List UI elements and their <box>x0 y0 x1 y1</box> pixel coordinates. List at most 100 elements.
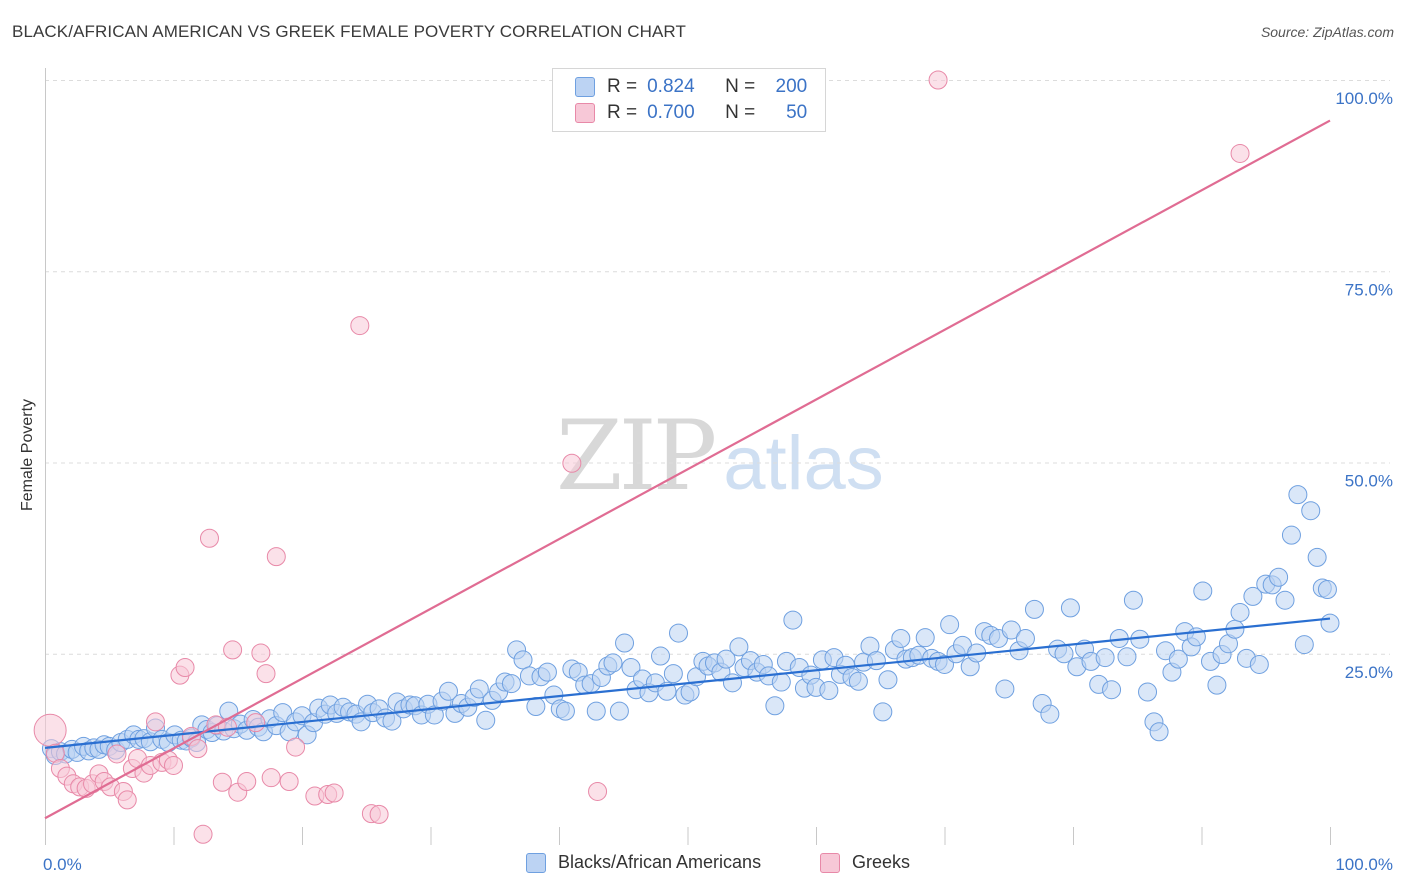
point-greeks <box>1230 143 1250 163</box>
legend-n-label: N = <box>725 102 756 123</box>
point-greeks <box>175 658 195 678</box>
point-blacks <box>537 662 557 682</box>
point-blacks <box>1317 579 1337 599</box>
point-greeks <box>199 528 219 548</box>
series-blacks <box>41 485 1340 765</box>
legend-n-label: N = <box>725 76 756 97</box>
point-greeks <box>217 717 237 737</box>
point-blacks <box>729 637 749 657</box>
point-blacks <box>866 651 886 671</box>
point-greeks <box>286 737 306 757</box>
point-blacks <box>765 696 785 716</box>
point-blacks <box>1138 682 1158 702</box>
point-greeks <box>279 772 299 792</box>
point-blacks <box>873 702 893 722</box>
point-blacks <box>1168 649 1188 669</box>
chart-title: BLACK/AFRICAN AMERICAN VS GREEK FEMALE P… <box>12 22 686 41</box>
source-label: Source: ZipAtlas.com <box>1260 24 1394 40</box>
point-blacks <box>651 646 671 666</box>
point-blacks <box>891 628 911 648</box>
point-blacks <box>621 658 641 678</box>
point-blacks <box>1275 590 1295 610</box>
trend-line-greeks <box>44 119 1331 820</box>
point-blacks <box>1320 613 1340 633</box>
legend-r-value: 0.824 <box>647 76 695 97</box>
legend-n-value: 50 <box>786 102 808 123</box>
point-greeks <box>146 712 166 732</box>
point-greeks <box>350 316 370 336</box>
point-blacks <box>501 674 521 694</box>
trend-lines <box>44 119 1331 820</box>
point-greeks <box>261 768 281 788</box>
point-blacks <box>1230 602 1250 622</box>
point-blacks <box>1060 598 1080 618</box>
x-tick-label: 100.0% <box>1335 855 1393 874</box>
series-legend-item-greeks[interactable]: Greeks <box>820 852 910 873</box>
correlation-legend: R = 0.824 N = 200 R = 0.700 N = 50 <box>552 68 826 132</box>
point-blacks <box>819 680 839 700</box>
series-legend: Blacks/African Americans Greeks <box>0 852 1406 878</box>
point-blacks <box>716 649 736 669</box>
point-blacks <box>1123 590 1143 610</box>
legend-n-value: 200 <box>775 76 808 97</box>
point-greeks <box>212 772 232 792</box>
point-blacks <box>848 671 868 691</box>
point-blacks <box>771 672 791 692</box>
point-blacks <box>1269 567 1289 587</box>
point-blacks <box>940 615 960 635</box>
point-greeks <box>117 790 137 810</box>
point-greeks <box>251 643 271 663</box>
point-greeks <box>256 664 276 684</box>
point-greeks <box>928 70 948 90</box>
trend-line-blacks <box>44 617 1331 749</box>
point-greeks <box>33 713 67 747</box>
point-blacks <box>615 633 635 653</box>
tick-labels: 25.0% 50.0% 75.0% 100.0% 0.0% 100.0% <box>43 89 1393 874</box>
point-greeks <box>164 755 183 775</box>
point-blacks <box>1095 648 1115 668</box>
point-blacks <box>438 681 458 701</box>
series-legend-swatch-greeks <box>820 852 840 873</box>
point-blacks <box>526 697 546 717</box>
series-legend-label: Blacks/African Americans <box>558 852 762 872</box>
point-blacks <box>783 610 803 630</box>
series-legend-label: Greeks <box>852 852 911 872</box>
data-series <box>33 70 1340 844</box>
point-blacks <box>1281 525 1301 545</box>
point-blacks <box>1040 704 1060 724</box>
legend-swatch-greeks <box>575 103 595 123</box>
y-tick-label: 100.0% <box>1335 89 1393 108</box>
legend-r-label: R = <box>607 76 638 97</box>
point-blacks <box>1249 654 1269 674</box>
point-blacks <box>1149 722 1169 742</box>
point-blacks <box>609 701 629 721</box>
point-greeks <box>188 739 208 759</box>
point-blacks <box>1117 647 1137 667</box>
point-greeks <box>562 453 582 473</box>
point-blacks <box>1307 547 1327 567</box>
point-greeks <box>588 781 608 801</box>
point-blacks <box>1207 675 1227 695</box>
series-greeks <box>33 70 1250 844</box>
y-tick-label: 50.0% <box>1345 472 1393 491</box>
series-legend-item-blacks[interactable]: Blacks/African Americans <box>526 852 761 873</box>
point-blacks <box>1015 628 1035 648</box>
point-blacks <box>273 703 293 723</box>
legend-r-value: 0.700 <box>647 102 695 123</box>
legend-row-greeks: R = 0.700 N = 50 <box>575 101 807 125</box>
y-tick-label: 75.0% <box>1345 280 1393 299</box>
legend-row-blacks: R = 0.824 N = 200 <box>575 75 807 99</box>
point-blacks <box>1102 680 1122 700</box>
point-blacks <box>1024 599 1044 619</box>
point-blacks <box>1294 635 1314 655</box>
point-blacks <box>555 701 575 721</box>
point-greeks <box>237 772 257 792</box>
watermark-zip: ZIP <box>556 400 717 512</box>
point-blacks <box>513 650 533 670</box>
point-blacks <box>1301 501 1321 521</box>
x-tick-label: 0.0% <box>43 855 82 874</box>
series-legend-swatch-blacks <box>526 852 546 873</box>
point-blacks <box>476 710 496 730</box>
point-blacks <box>669 623 689 643</box>
